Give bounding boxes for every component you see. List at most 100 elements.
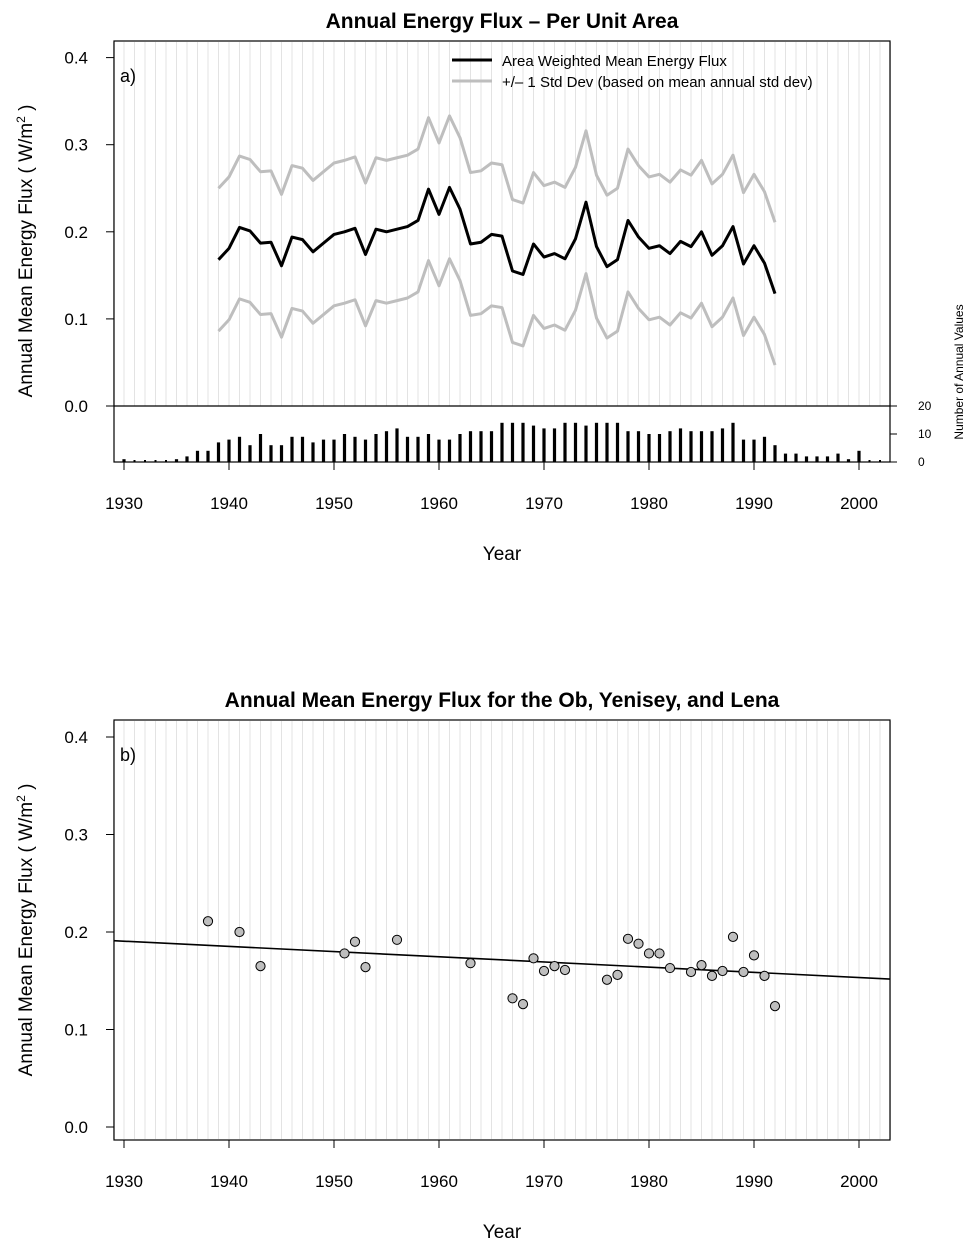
x-tick-label: 1950 bbox=[315, 494, 353, 513]
count-bar bbox=[794, 453, 798, 462]
panel-b-x-axis: 1930 1940 1950 1960 1970 1980 1990 2000 bbox=[105, 1140, 878, 1191]
panel-b-label: b) bbox=[120, 745, 136, 765]
data-point bbox=[559, 964, 571, 976]
count-bar bbox=[542, 428, 546, 462]
x-tick-label: 1990 bbox=[735, 1172, 773, 1191]
count-bar bbox=[521, 422, 525, 462]
data-point bbox=[654, 948, 665, 959]
data-point bbox=[360, 962, 371, 973]
data-point bbox=[517, 999, 529, 1010]
count-bar bbox=[447, 439, 452, 462]
data-point bbox=[549, 961, 560, 972]
count-bar bbox=[563, 422, 567, 462]
count-bar bbox=[479, 431, 483, 462]
data-point bbox=[391, 934, 403, 945]
count-bar bbox=[868, 460, 871, 462]
y-tick-label: 0.2 bbox=[64, 923, 88, 942]
panel-a-series bbox=[217, 114, 777, 366]
panel-a-x-label: Year bbox=[483, 544, 522, 565]
x-tick-label: 2000 bbox=[840, 1172, 878, 1191]
y-tick-label: 0.1 bbox=[64, 310, 88, 329]
count-bar bbox=[762, 436, 767, 462]
count-bar bbox=[133, 460, 136, 462]
count-bar bbox=[458, 434, 462, 462]
data-point bbox=[234, 926, 245, 938]
count-bar bbox=[332, 439, 336, 462]
count-bar bbox=[825, 456, 830, 462]
count-bar bbox=[206, 450, 210, 462]
data-point bbox=[612, 969, 623, 981]
x-tick-label: 1950 bbox=[315, 1172, 353, 1191]
x-tick-label: 2000 bbox=[840, 494, 878, 513]
count-bar bbox=[174, 459, 179, 462]
y-tick-label: 0.0 bbox=[64, 1118, 88, 1137]
data-point bbox=[507, 993, 518, 1004]
panel-a-legend: Area Weighted Mean Energy Flux +/– 1 Std… bbox=[452, 53, 813, 91]
data-point bbox=[622, 933, 634, 944]
data-point bbox=[748, 950, 760, 961]
count-bar bbox=[154, 460, 157, 462]
count-bar bbox=[311, 442, 315, 462]
data-point bbox=[339, 948, 350, 959]
count-bar bbox=[216, 442, 221, 462]
count-bar bbox=[636, 431, 641, 462]
count-bar bbox=[374, 434, 378, 462]
data-point bbox=[643, 948, 655, 959]
count-bar bbox=[573, 422, 578, 462]
y-tick-label: 0.2 bbox=[64, 223, 88, 242]
legend-std-label: +/– 1 Std Dev (based on mean annual std … bbox=[502, 74, 813, 91]
count-bar bbox=[752, 439, 756, 462]
x-tick-label: 1940 bbox=[210, 1172, 248, 1191]
panel-a-title: Annual Energy Flux – Per Unit Area bbox=[326, 10, 679, 33]
count-bar bbox=[300, 436, 305, 462]
x-tick-label: 1980 bbox=[630, 494, 668, 513]
x-tick-label: 1970 bbox=[525, 1172, 563, 1191]
count-bar bbox=[342, 434, 347, 462]
x-tick-label: 1930 bbox=[105, 1172, 143, 1191]
data-point bbox=[685, 966, 697, 978]
count-bar bbox=[689, 431, 693, 462]
count-bars bbox=[122, 422, 881, 462]
count-bar bbox=[258, 434, 263, 462]
panel-a-x-axis: 1930 1940 1950 1960 1970 1980 1990 2000 bbox=[105, 462, 878, 513]
count-bar bbox=[668, 431, 672, 462]
x-tick-label: 1990 bbox=[735, 494, 773, 513]
count-bar bbox=[846, 459, 851, 462]
count-bar bbox=[426, 434, 431, 462]
data-point bbox=[706, 970, 718, 981]
panel-a: Annual Energy Flux – Per Unit Area a) Ar… bbox=[14, 10, 964, 565]
data-point bbox=[538, 965, 550, 977]
count-bar bbox=[321, 439, 326, 462]
count-bar bbox=[857, 450, 861, 462]
x-tick-label: 1960 bbox=[420, 494, 458, 513]
count-bar bbox=[237, 436, 242, 462]
count-bar bbox=[227, 439, 231, 462]
panel-b-frame bbox=[113, 719, 891, 1141]
y-tick-label: 0.3 bbox=[64, 826, 88, 845]
mean-flux-line bbox=[217, 185, 777, 295]
panel-b-y-label: Annual Mean Energy Flux ( W/m2 ) bbox=[14, 784, 37, 1077]
x-tick-label: 1930 bbox=[105, 494, 143, 513]
count-bar bbox=[489, 431, 494, 462]
data-point bbox=[696, 960, 707, 971]
count-bar bbox=[615, 422, 620, 462]
data-point bbox=[717, 965, 728, 977]
count-bar bbox=[500, 422, 504, 462]
count-bar bbox=[416, 436, 420, 462]
x-tick-label: 1940 bbox=[210, 494, 248, 513]
panel-a-y-label: Annual Mean Energy Flux ( W/m2 ) bbox=[14, 105, 37, 398]
data-point bbox=[349, 936, 361, 947]
count-bar bbox=[248, 445, 252, 462]
count-bar bbox=[269, 445, 273, 462]
panel-b-points bbox=[202, 916, 781, 1012]
panel-b-grid bbox=[113, 721, 891, 1139]
count-bar bbox=[185, 456, 189, 462]
data-point bbox=[528, 953, 539, 964]
count-tick-label: 20 bbox=[918, 399, 932, 413]
panel-b-y-axis: 0.0 0.1 0.2 0.3 0.4 bbox=[64, 728, 114, 1137]
count-bar bbox=[279, 445, 284, 462]
panel-b-title: Annual Mean Energy Flux for the Ob, Yeni… bbox=[225, 689, 780, 712]
panel-a-label: a) bbox=[120, 66, 136, 86]
count-bar bbox=[678, 428, 683, 462]
